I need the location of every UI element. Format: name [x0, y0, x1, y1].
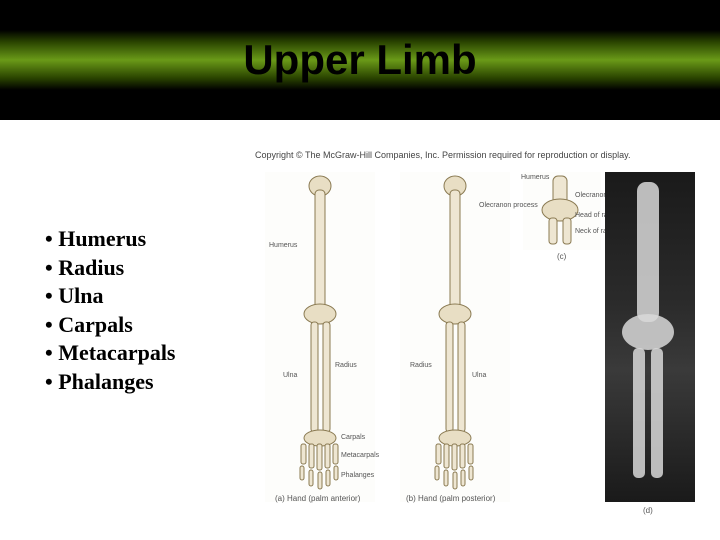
elbow-detail-icon	[523, 172, 601, 250]
label-carpals: Carpals	[341, 434, 365, 441]
label-ulna: Ulna	[283, 372, 297, 379]
content-area: Humerus Radius Ulna Carpals Metacarpals …	[0, 120, 720, 540]
panel-elbow: Humerus Olecranon process Olecranon foss…	[523, 172, 601, 250]
caption-b: (b) Hand (palm posterior)	[406, 494, 495, 503]
bullet-item: Humerus	[45, 225, 176, 254]
anatomy-figure: Copyright © The McGraw-Hill Companies, I…	[255, 150, 695, 520]
panel-xray: (d)	[605, 172, 695, 502]
bullet-item: Phalanges	[45, 368, 176, 397]
title-bar: Upper Limb	[0, 0, 720, 120]
label-olecranon-process: Olecranon process	[479, 202, 538, 209]
caption-d: (d)	[643, 506, 653, 515]
label-ulna: Ulna	[472, 372, 486, 379]
label-metacarpals: Metacarpals	[341, 452, 379, 459]
caption-a: (a) Hand (palm anterior)	[275, 494, 360, 503]
panel-anterior: Humerus Ulna Radius Carpals Metacarpals …	[265, 172, 375, 502]
bullet-item: Metacarpals	[45, 339, 176, 368]
label-humerus: Humerus	[521, 174, 549, 181]
xray-icon	[605, 172, 695, 502]
label-radius: Radius	[335, 362, 357, 369]
bullet-item: Radius	[45, 254, 176, 283]
label-radius: Radius	[410, 362, 432, 369]
bullet-list: Humerus Radius Ulna Carpals Metacarpals …	[45, 225, 176, 397]
slide-title: Upper Limb	[243, 36, 476, 84]
label-phalanges: Phalanges	[341, 472, 374, 479]
arm-posterior-icon	[400, 172, 510, 502]
copyright-text: Copyright © The McGraw-Hill Companies, I…	[255, 150, 630, 160]
panel-posterior: Ulna Radius (b) Hand (palm posterior)	[400, 172, 510, 502]
bullet-item: Ulna	[45, 282, 176, 311]
bullet-item: Carpals	[45, 311, 176, 340]
label-humerus: Humerus	[269, 242, 297, 249]
caption-c: (c)	[557, 252, 566, 261]
